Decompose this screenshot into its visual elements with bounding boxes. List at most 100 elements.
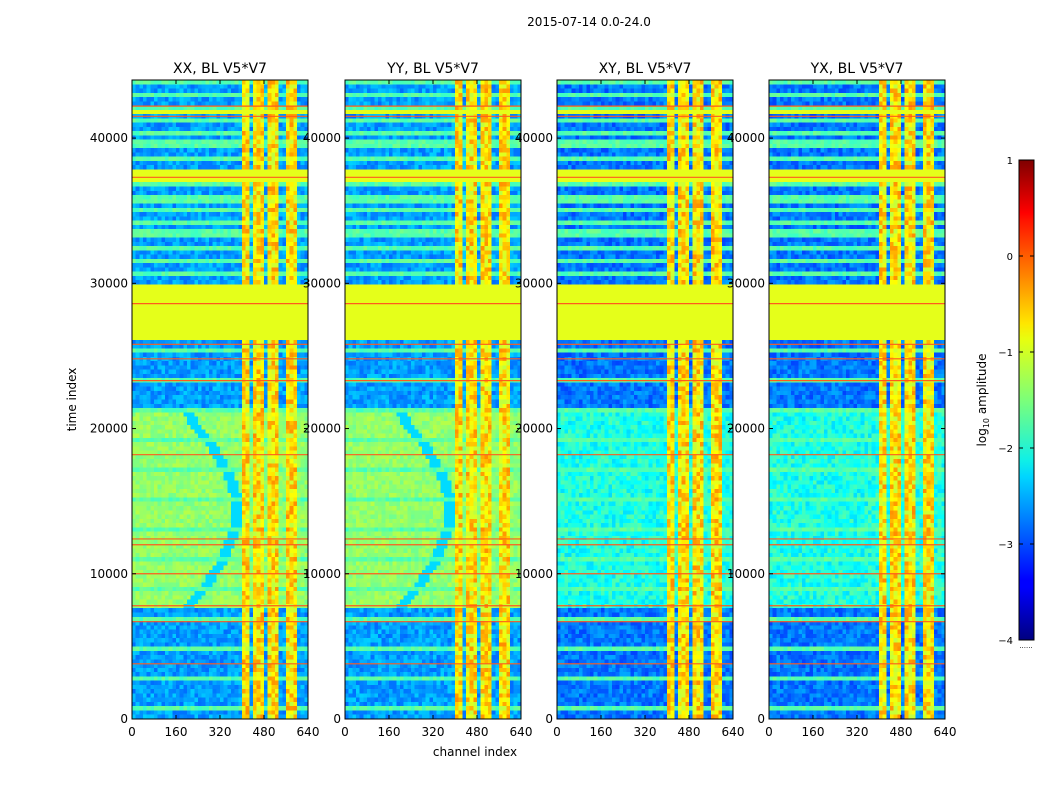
heatmap-cell — [279, 93, 283, 98]
heatmap-cell — [224, 199, 228, 204]
heatmap-cell — [161, 148, 165, 153]
heatmap-cell — [275, 110, 279, 115]
heatmap-cell — [154, 135, 158, 140]
heatmap-cell — [172, 131, 176, 136]
heatmap-cell — [161, 118, 165, 123]
heatmap-cell — [202, 131, 206, 136]
heatmap-cell — [198, 169, 202, 174]
heatmap-cell — [147, 144, 151, 149]
heatmap-cell — [183, 97, 187, 102]
heatmap-cell — [180, 165, 184, 170]
heatmap-cell — [202, 144, 206, 149]
heatmap-cell — [180, 131, 184, 136]
heatmap-cell — [242, 101, 246, 106]
heatmap-cell — [136, 123, 140, 128]
heatmap-cell — [158, 97, 162, 102]
heatmap-cell — [227, 169, 231, 174]
heatmap-cell — [220, 89, 224, 94]
heatmap-cell — [268, 187, 272, 192]
heatmap-cell — [264, 89, 268, 94]
heatmap-cell — [279, 161, 283, 166]
heatmap-cell — [132, 195, 136, 200]
heatmap-cell — [191, 97, 195, 102]
heatmap-cell — [227, 93, 231, 98]
heatmap-cell — [209, 101, 213, 106]
heatmap-cell — [194, 148, 198, 153]
heatmap-cell — [158, 89, 162, 94]
heatmap-cell — [279, 169, 283, 174]
heatmap-cell — [260, 135, 264, 140]
heatmap-cell — [172, 101, 176, 106]
heatmap-cell — [205, 144, 209, 149]
heatmap-cell — [253, 187, 257, 192]
heatmap-cell — [205, 131, 209, 136]
heatmap-cell — [154, 127, 158, 132]
heatmap-cell — [231, 84, 235, 89]
heatmap-cell — [169, 110, 173, 115]
heatmap-cell — [161, 195, 165, 200]
heatmap-cell — [139, 80, 143, 85]
heatmap-cell — [147, 127, 151, 132]
heatmap-cell — [183, 140, 187, 145]
heatmap-cell — [253, 148, 257, 153]
heatmap-cell — [147, 135, 151, 140]
heatmap-cell — [202, 148, 206, 153]
heatmap-cell — [257, 101, 261, 106]
heatmap-cell — [279, 84, 283, 89]
heatmap-cell — [227, 161, 231, 166]
heatmap-cell — [205, 135, 209, 140]
heatmap-cell — [143, 101, 147, 106]
heatmap-cell — [191, 144, 195, 149]
heatmap-cell — [176, 199, 180, 204]
heatmap-cell — [132, 123, 136, 128]
heatmap-cell — [235, 161, 239, 166]
heatmap-cell — [253, 178, 257, 183]
heatmap-cell — [165, 123, 169, 128]
heatmap-cell — [132, 161, 136, 166]
heatmap-cell — [191, 195, 195, 200]
heatmap-cell — [136, 199, 140, 204]
heatmap-cell — [264, 191, 268, 196]
heatmap-cell — [158, 148, 162, 153]
heatmap-cell — [224, 80, 228, 85]
heatmap-cell — [224, 148, 228, 153]
heatmap-cell — [271, 195, 275, 200]
heatmap-cell — [227, 187, 231, 192]
heatmap-cell — [154, 144, 158, 149]
heatmap-cell — [264, 169, 268, 174]
heatmap-cell — [143, 182, 147, 187]
heatmap-cell — [235, 165, 239, 170]
heatmap-cell — [264, 80, 268, 85]
heatmap-cell — [158, 84, 162, 89]
heatmap-cell — [132, 84, 136, 89]
heatmap-cell — [282, 152, 286, 157]
heatmap-cell — [183, 148, 187, 153]
heatmap-cell — [205, 123, 209, 128]
heatmap-cell — [257, 127, 261, 132]
heatmap-cell — [205, 187, 209, 192]
heatmap-cell — [147, 169, 151, 174]
heatmap-cell — [205, 157, 209, 162]
heatmap-cell — [238, 101, 242, 106]
heatmap-cell — [161, 187, 165, 192]
heatmap-cell — [198, 140, 202, 145]
heatmap-cell — [150, 80, 154, 85]
heatmap-cell — [271, 101, 275, 106]
heatmap-cell — [260, 191, 264, 196]
heatmap-cell — [227, 80, 231, 85]
heatmap-cell — [279, 191, 283, 196]
heatmap-cell — [158, 131, 162, 136]
heatmap-cell — [242, 135, 246, 140]
heatmap-cell — [220, 101, 224, 106]
heatmap-cell — [297, 148, 301, 153]
heatmap-cell — [271, 165, 275, 170]
heatmap-cell — [268, 161, 272, 166]
heatmap-cell — [187, 178, 191, 183]
heatmap-cell — [257, 182, 261, 187]
heatmap-cell — [216, 195, 220, 200]
heatmap-cell — [187, 195, 191, 200]
heatmap-cell — [139, 144, 143, 149]
heatmap-cell — [172, 118, 176, 123]
heatmap-cell — [154, 140, 158, 145]
heatmap-cell — [282, 187, 286, 192]
